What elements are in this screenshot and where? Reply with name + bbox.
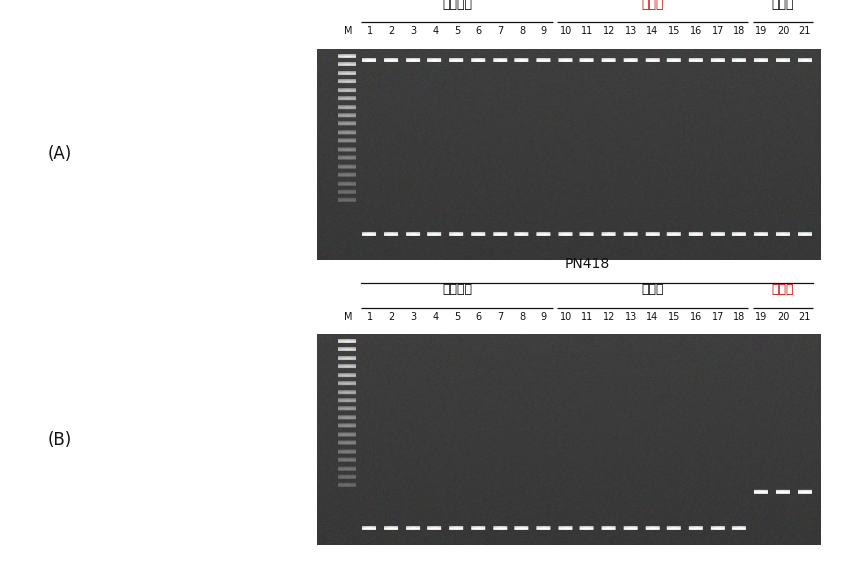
Text: 7: 7: [497, 26, 503, 36]
Text: 1: 1: [367, 26, 373, 36]
Text: 15: 15: [668, 312, 680, 321]
Text: 11: 11: [581, 312, 594, 321]
Text: (A): (A): [47, 145, 72, 163]
Text: 8: 8: [519, 312, 525, 321]
Text: 2: 2: [388, 26, 395, 36]
Text: 화기삼: 화기삼: [641, 283, 664, 296]
Text: 3: 3: [410, 26, 416, 36]
Text: 16: 16: [689, 26, 702, 36]
Text: 4: 4: [432, 26, 438, 36]
Text: 2: 2: [388, 312, 395, 321]
Text: 전칠삼: 전칠삼: [772, 283, 794, 296]
Text: 21: 21: [799, 312, 811, 321]
Text: 4: 4: [432, 312, 438, 321]
Text: 전칠삼: 전칠삼: [772, 0, 794, 11]
Text: 20: 20: [777, 312, 789, 321]
Text: 17: 17: [711, 26, 724, 36]
Text: 21: 21: [799, 26, 811, 36]
Text: M: M: [344, 312, 353, 321]
Text: M: M: [344, 26, 353, 36]
Text: 고려인삼: 고려인삼: [442, 283, 472, 296]
Text: 9: 9: [541, 26, 547, 36]
Text: 14: 14: [646, 26, 659, 36]
Text: 16: 16: [689, 312, 702, 321]
Text: 12: 12: [603, 26, 615, 36]
Text: 9: 9: [541, 312, 547, 321]
Text: 고려인삼: 고려인삼: [442, 0, 472, 11]
Text: 14: 14: [646, 312, 659, 321]
Text: 13: 13: [624, 312, 637, 321]
Text: 11: 11: [581, 26, 594, 36]
Text: 19: 19: [755, 26, 767, 36]
Text: 화기삼: 화기삼: [641, 0, 664, 11]
Text: (B): (B): [47, 431, 72, 449]
Text: 6: 6: [475, 312, 481, 321]
Text: 10: 10: [559, 26, 572, 36]
Text: 15: 15: [668, 26, 680, 36]
Text: 18: 18: [733, 26, 745, 36]
Text: 5: 5: [453, 312, 460, 321]
Text: 13: 13: [624, 26, 637, 36]
Text: 8: 8: [519, 26, 525, 36]
Text: 12: 12: [603, 312, 615, 321]
Text: 6: 6: [475, 26, 481, 36]
Text: 3: 3: [410, 312, 416, 321]
Text: 18: 18: [733, 312, 745, 321]
Text: 19: 19: [755, 312, 767, 321]
Text: 5: 5: [453, 26, 460, 36]
Text: 17: 17: [711, 312, 724, 321]
Text: 1: 1: [367, 312, 373, 321]
Text: 10: 10: [559, 312, 572, 321]
Text: 7: 7: [497, 312, 503, 321]
Text: 20: 20: [777, 26, 789, 36]
Text: PN418: PN418: [565, 257, 610, 271]
